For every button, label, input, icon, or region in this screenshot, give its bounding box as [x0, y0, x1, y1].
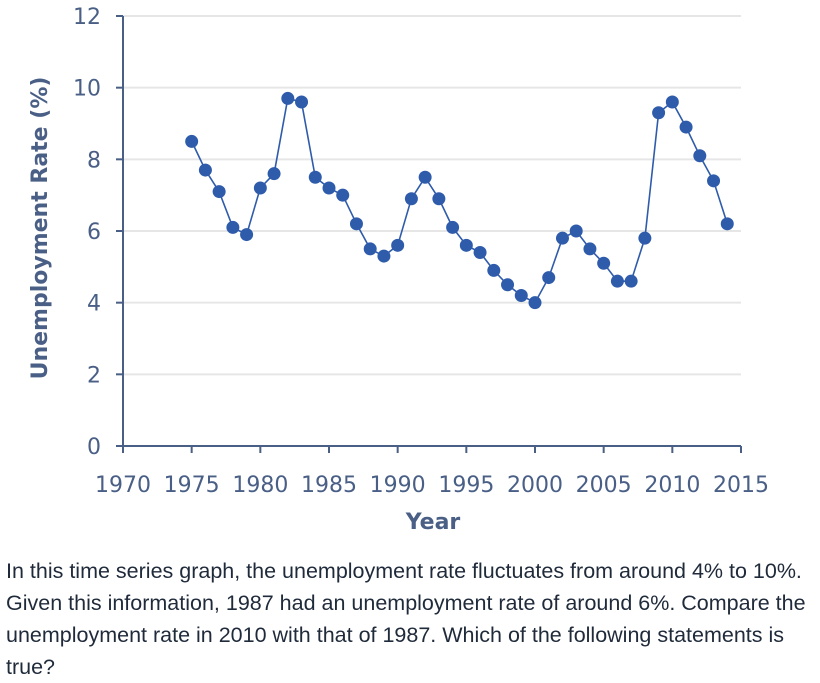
x-tick-label: 2000 — [507, 473, 563, 498]
data-point-2000 — [528, 296, 542, 310]
data-point-1991 — [404, 192, 418, 206]
data-point-2012 — [693, 149, 707, 163]
data-point-1977 — [212, 185, 226, 199]
y-tick-label: 6 — [87, 220, 101, 245]
x-tick-label: 1980 — [232, 473, 288, 498]
data-point-1993 — [432, 192, 446, 206]
data-point-1997 — [487, 263, 501, 277]
series-layer — [185, 91, 734, 310]
data-point-1981 — [267, 167, 281, 181]
data-point-2004 — [583, 242, 597, 256]
data-point-2006 — [610, 274, 624, 288]
unemployment-chart: 0 2 4 6 8 10 12 1970 1975 1980 1985 1990 1995 2000 200… — [28, 5, 769, 535]
data-point-2002 — [555, 231, 569, 245]
data-point-1983 — [295, 95, 309, 109]
data-point-1987 — [349, 217, 363, 231]
y-tick-label: 0 — [87, 435, 101, 460]
y-tick-label: 4 — [87, 292, 101, 317]
question-text: In this time series graph, the unemploym… — [6, 559, 806, 679]
x-tick-label: 1995 — [438, 473, 494, 498]
data-point-1985 — [322, 181, 336, 195]
data-point-1995 — [459, 238, 473, 252]
data-point-2014 — [720, 217, 734, 231]
data-point-2009 — [652, 106, 666, 120]
data-point-1990 — [391, 238, 405, 252]
gridlines — [123, 15, 741, 376]
data-point-1989 — [377, 249, 391, 263]
x-tick-label: 2005 — [576, 473, 632, 498]
x-tick-label: 1975 — [164, 473, 220, 498]
data-point-1999 — [514, 289, 528, 302]
x-tick-label: 1985 — [301, 473, 357, 498]
tick-labels: 0 2 4 6 8 10 12 1970 1975 1980 1985 1990 1995 2000 200… — [73, 5, 769, 498]
data-point-2005 — [597, 256, 611, 270]
y-tick-label: 10 — [73, 77, 101, 102]
y-axis-title: Unemployment Rate (%) — [28, 77, 53, 380]
x-tick-label: 1990 — [370, 473, 426, 498]
y-tick-label: 8 — [87, 148, 101, 173]
data-point-2007 — [624, 274, 638, 288]
tick-marks — [116, 15, 742, 453]
data-point-1976 — [198, 163, 212, 177]
data-point-1992 — [418, 170, 432, 184]
data-point-1975 — [185, 134, 199, 148]
data-point-1986 — [336, 188, 350, 202]
data-point-2008 — [638, 231, 652, 245]
series-line — [190, 97, 729, 304]
data-point-2013 — [707, 174, 721, 188]
x-tick-label: 1970 — [95, 473, 151, 498]
data-point-1980 — [253, 181, 267, 195]
data-point-2010 — [665, 95, 679, 109]
y-tick-label: 12 — [73, 5, 101, 30]
y-tick-label: 2 — [87, 363, 101, 388]
data-point-1988 — [363, 242, 377, 256]
data-point-1978 — [226, 220, 240, 234]
data-point-1998 — [501, 278, 515, 292]
x-tick-label: 2015 — [713, 473, 769, 498]
data-point-1982 — [281, 91, 295, 105]
x-axis-title: Year — [405, 510, 461, 535]
data-point-1979 — [240, 228, 254, 242]
data-point-1996 — [473, 246, 487, 259]
data-point-1984 — [308, 170, 322, 184]
data-point-1994 — [446, 220, 460, 234]
data-point-2001 — [542, 271, 556, 285]
data-point-2011 — [679, 120, 693, 134]
x-tick-label: 2010 — [644, 473, 700, 498]
data-point-2003 — [569, 224, 583, 238]
